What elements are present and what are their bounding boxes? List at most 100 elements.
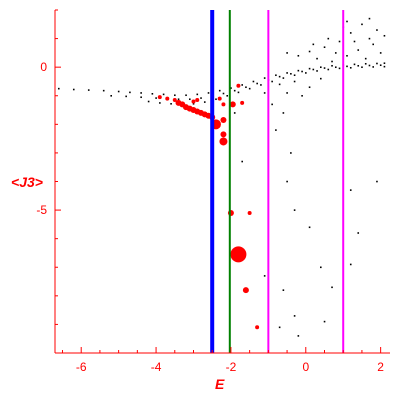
data-point — [248, 87, 251, 90]
data-point — [57, 87, 60, 90]
data-point — [316, 57, 318, 60]
data-point — [196, 93, 199, 96]
data-point — [230, 246, 247, 263]
data-point — [219, 137, 228, 146]
data-point — [301, 70, 303, 73]
data-point — [320, 66, 322, 69]
data-point — [338, 67, 341, 70]
data-point — [162, 93, 165, 96]
data-point — [301, 95, 303, 97]
data-point — [286, 72, 288, 74]
data-point — [334, 66, 337, 69]
data-point — [165, 96, 170, 101]
vertical-lines-layer — [210, 10, 345, 353]
data-point — [346, 65, 348, 68]
data-point — [297, 69, 300, 72]
data-point — [346, 54, 348, 57]
data-point — [308, 50, 311, 53]
data-point — [312, 43, 315, 46]
x-tick-label: -4 — [151, 360, 162, 374]
data-point — [203, 101, 206, 103]
data-point — [220, 131, 227, 138]
x-tick-label: 0 — [302, 360, 309, 374]
data-point — [320, 266, 322, 269]
data-point — [376, 29, 378, 31]
data-point — [376, 62, 378, 65]
data-point — [185, 94, 187, 97]
data-point — [320, 77, 322, 80]
data-point — [383, 65, 386, 68]
data-point — [278, 326, 281, 329]
data-point — [293, 80, 296, 83]
data-point — [174, 94, 176, 97]
data-point — [218, 89, 221, 92]
data-point — [379, 64, 382, 67]
data-point — [241, 84, 244, 86]
data-point — [129, 91, 131, 94]
data-point — [230, 87, 232, 89]
data-point — [364, 57, 367, 60]
data-point — [215, 98, 217, 101]
data-point — [323, 320, 326, 323]
data-point — [290, 72, 292, 75]
data-point — [237, 91, 240, 94]
data-point — [346, 20, 348, 23]
data-point — [242, 287, 249, 294]
data-point — [207, 92, 210, 94]
data-point — [308, 86, 311, 89]
data-point — [172, 98, 177, 103]
data-point — [361, 23, 363, 26]
data-point — [308, 226, 311, 229]
data-point — [200, 97, 202, 99]
data-point — [140, 92, 142, 94]
data-point — [159, 102, 161, 104]
data-point — [368, 37, 371, 40]
data-point — [316, 70, 318, 72]
data-point — [252, 80, 255, 83]
data-point — [383, 62, 386, 65]
data-point — [275, 74, 277, 77]
data-point — [327, 37, 330, 40]
data-point — [368, 17, 371, 20]
data-point — [275, 129, 277, 131]
x-tick-label: -2 — [226, 360, 237, 374]
data-point — [379, 52, 382, 54]
data-point — [349, 263, 352, 266]
axes-layer: -6 -4 -2 0 2 0 -5 — [36, 9, 390, 374]
data-point — [157, 95, 162, 100]
data-point — [177, 98, 180, 101]
data-point — [331, 286, 333, 289]
data-point — [236, 83, 241, 88]
x-axis-title: E — [215, 376, 225, 392]
data-point — [263, 275, 266, 277]
data-point — [308, 67, 311, 70]
data-point — [188, 98, 191, 101]
data-point — [349, 66, 352, 69]
data-point — [364, 62, 367, 65]
data-point — [323, 46, 326, 49]
data-point — [226, 95, 229, 97]
data-point — [220, 117, 227, 124]
y-axis-title: <J3> — [11, 174, 43, 190]
data-point — [331, 64, 333, 67]
data-point — [334, 52, 337, 54]
data-point — [278, 83, 281, 86]
data-point — [383, 34, 386, 37]
y-tick-label: -5 — [36, 203, 47, 217]
data-point — [357, 64, 360, 67]
data-point — [361, 66, 363, 69]
data-point — [102, 89, 105, 92]
data-point — [282, 289, 285, 291]
data-point — [263, 77, 266, 79]
data-point — [233, 89, 236, 92]
data-point — [327, 68, 330, 71]
data-point — [282, 112, 285, 114]
data-point — [241, 160, 244, 163]
data-point — [271, 103, 273, 106]
data-point — [155, 97, 157, 99]
data-point — [263, 92, 266, 94]
data-point — [72, 88, 75, 91]
data-point — [222, 92, 225, 95]
data-point — [240, 100, 245, 105]
data-point — [305, 72, 307, 74]
